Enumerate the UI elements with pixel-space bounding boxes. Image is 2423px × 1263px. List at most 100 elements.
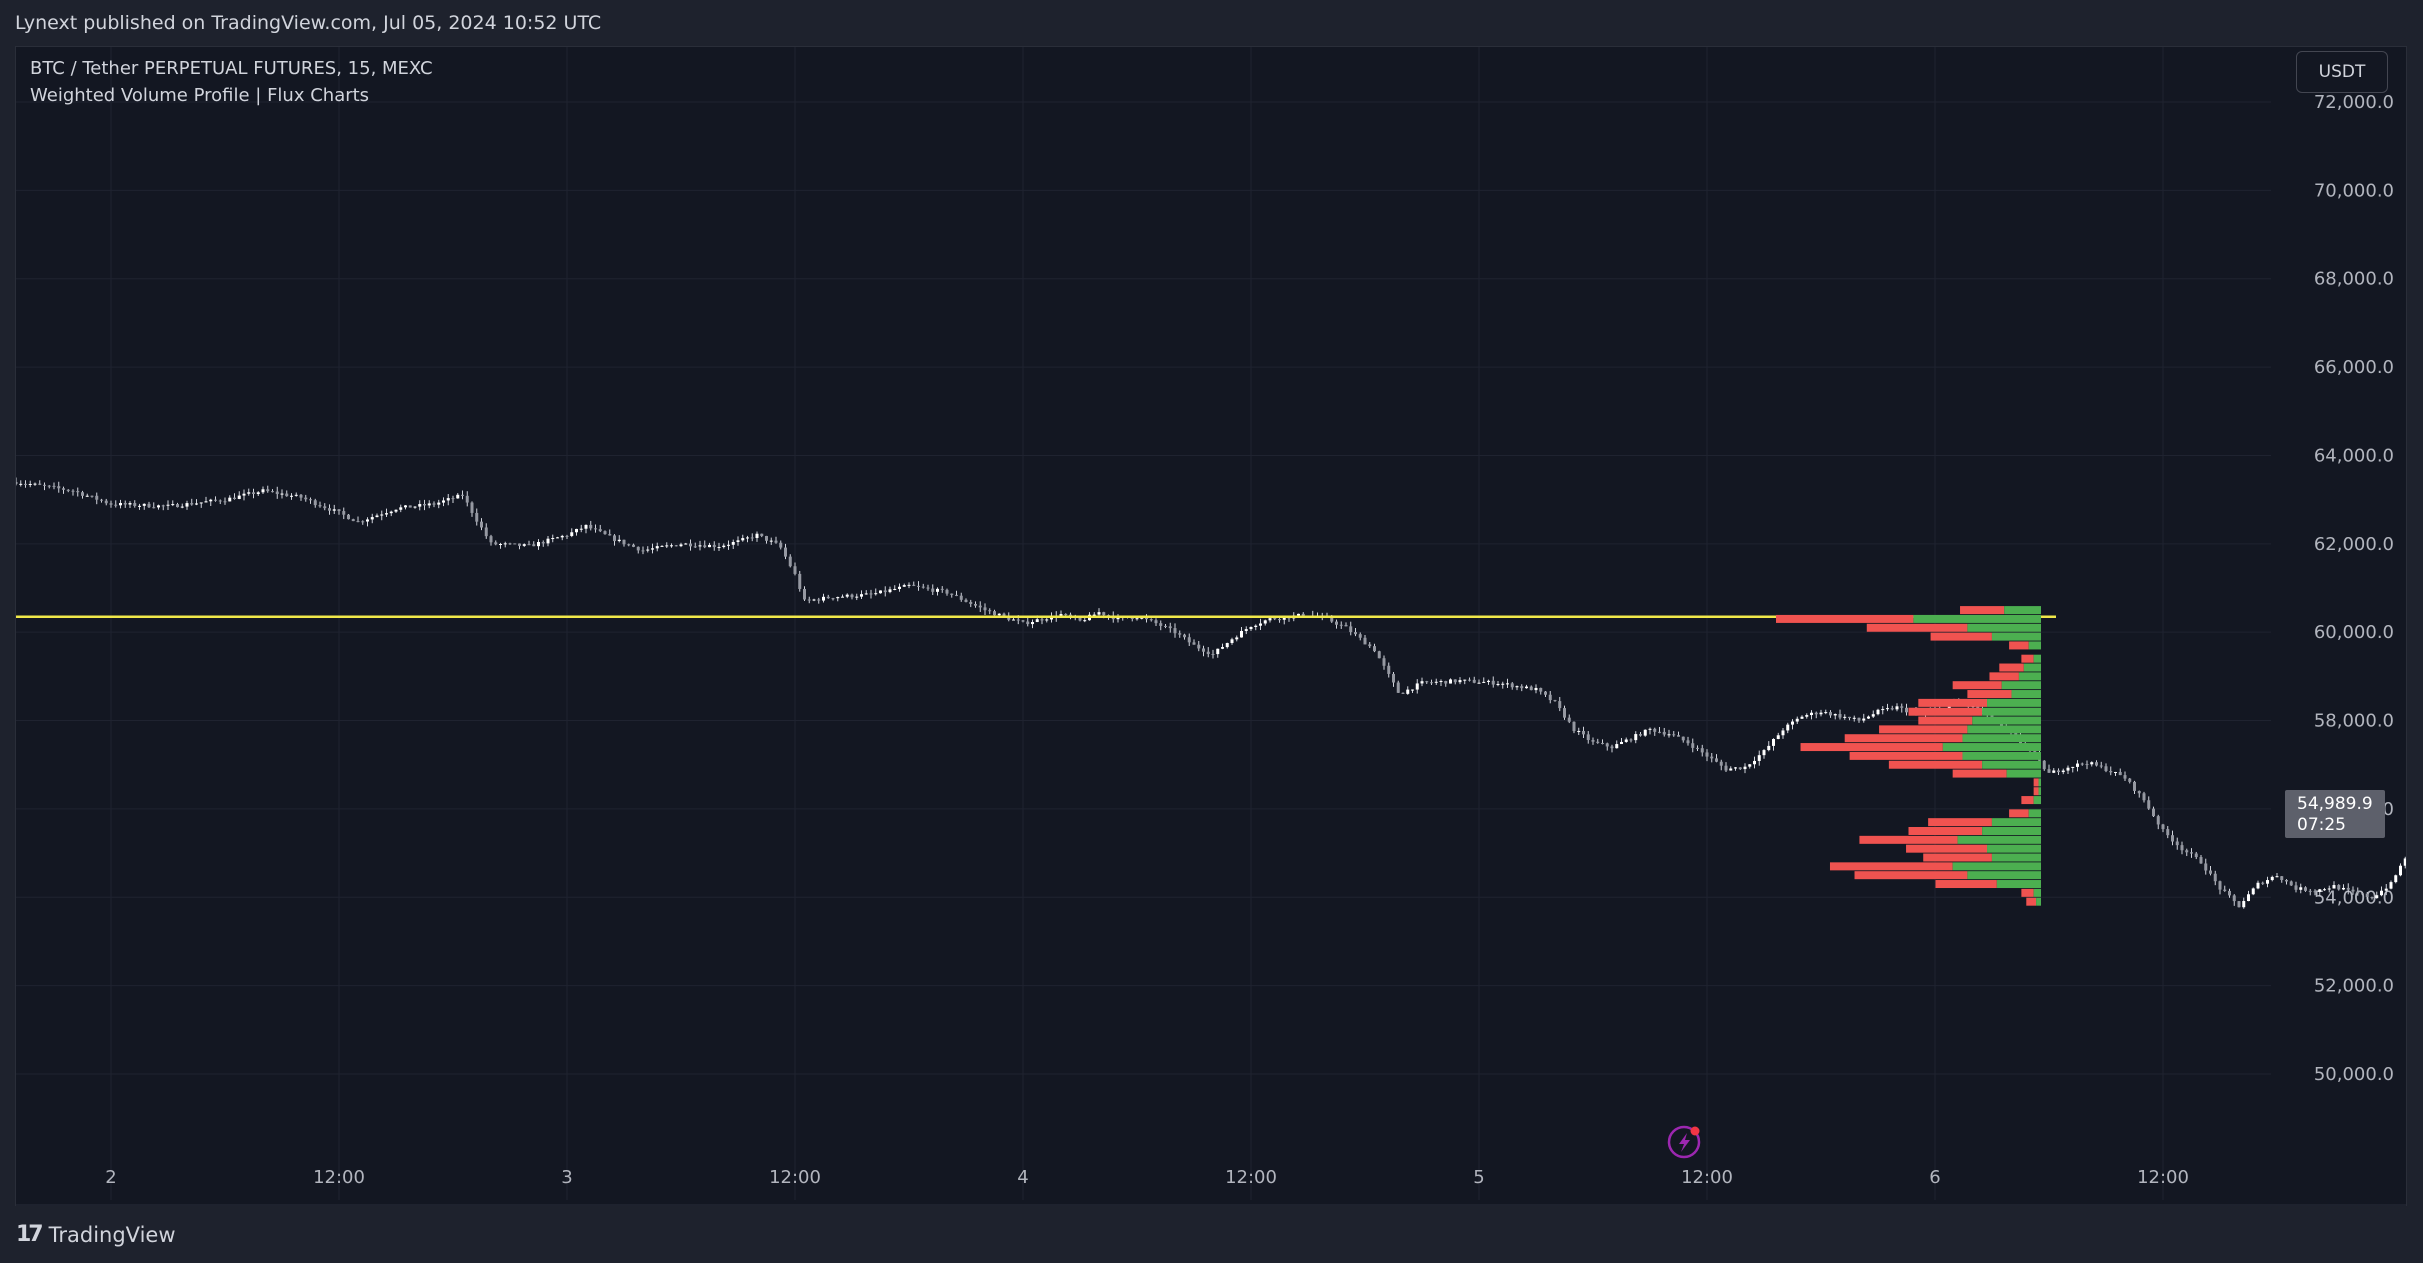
- candle-body: [579, 528, 583, 530]
- volume-bar-buy: [1962, 751, 2041, 760]
- volume-bar-sell: [1844, 734, 1963, 743]
- candle-body: [16, 481, 18, 484]
- candle-body: [2332, 885, 2336, 889]
- candle-body: [2209, 870, 2212, 874]
- candle-body: [2356, 891, 2360, 894]
- candle-body: [584, 524, 588, 529]
- candle-body: [1748, 764, 1752, 767]
- candle-body: [2380, 890, 2383, 896]
- candle-body: [356, 521, 360, 523]
- volume-bar-buy: [2033, 654, 2041, 663]
- candle-body: [1449, 679, 1452, 684]
- candle-body: [2142, 793, 2146, 801]
- volume-bar-buy: [2028, 641, 2041, 650]
- candle-body: [1857, 717, 1861, 721]
- candle-body: [228, 497, 232, 502]
- candle-body: [237, 495, 241, 499]
- candle-body: [1064, 614, 1068, 616]
- candle-body: [2090, 762, 2094, 765]
- volume-bar-sell: [1906, 844, 1988, 853]
- candle-body: [2289, 881, 2293, 886]
- candle-body: [703, 545, 707, 548]
- footer-bar: 17 TradingView: [0, 1206, 2423, 1263]
- candle-body: [366, 519, 369, 522]
- top-bar: Lynext published on TradingView.com, Jul…: [0, 0, 2423, 46]
- candle-body: [2128, 778, 2132, 782]
- candle-body: [1691, 743, 1695, 748]
- candle-body: [1373, 646, 1376, 652]
- candle-body: [855, 596, 859, 598]
- volume-bar-sell: [2033, 778, 2039, 787]
- candle-body: [537, 542, 540, 547]
- candle-body: [2337, 885, 2341, 890]
- candle-body: [1092, 614, 1096, 616]
- candle-body: [1078, 617, 1082, 621]
- candle-body: [912, 584, 916, 586]
- candle-body: [1244, 629, 1248, 631]
- candle-body: [1520, 686, 1524, 689]
- candle-body: [864, 593, 868, 595]
- candle-body: [33, 483, 37, 485]
- candle-body: [784, 547, 787, 557]
- volume-bar-sell: [2009, 641, 2029, 650]
- candle-body: [1563, 708, 1566, 718]
- currency-button[interactable]: USDT: [2296, 51, 2388, 93]
- volume-bar-buy: [1942, 743, 2041, 752]
- candle-body: [750, 537, 754, 539]
- candle-body: [1819, 712, 1823, 715]
- candle-body: [233, 497, 236, 499]
- candle-body: [546, 538, 550, 544]
- candle-body: [470, 502, 474, 513]
- candle-body: [1354, 632, 1357, 635]
- price-chart[interactable]: 72,000.0 70,000.0 68,000.0 66,000.0 64,000.0…: [16, 47, 2406, 1207]
- candle-body: [166, 504, 170, 506]
- candle-body: [484, 527, 488, 537]
- candle-body: [1187, 637, 1191, 643]
- candle-body: [1890, 708, 1894, 710]
- candle-body: [1506, 683, 1509, 685]
- y-tick-label: 54,000.0: [2314, 887, 2394, 908]
- indicator-title[interactable]: Weighted Volume Profile | Flux Charts: [30, 85, 370, 106]
- candle-body: [114, 504, 118, 506]
- candle-body: [1130, 617, 1134, 619]
- volume-bar-buy: [2036, 897, 2041, 906]
- x-tick-label: 2: [105, 1167, 116, 1188]
- tradingview-logo[interactable]: 17 TradingView: [16, 1222, 176, 1247]
- candle-body: [2342, 887, 2345, 890]
- candle-body: [1368, 644, 1372, 647]
- candle-body: [2085, 764, 2089, 766]
- candle-body: [1254, 625, 1258, 628]
- candle-body: [1776, 735, 1780, 740]
- candle-body: [2166, 829, 2170, 836]
- candle-body: [2114, 772, 2117, 774]
- candle-body: [370, 517, 374, 520]
- candle-body: [1715, 758, 1718, 762]
- chart-area[interactable]: 72,000.0 70,000.0 68,000.0 66,000.0 64,000.0…: [15, 46, 2407, 1208]
- symbol-title[interactable]: BTC / Tether PERPETUAL FUTURES, 15, MEXC: [30, 58, 433, 79]
- candle-body: [508, 543, 512, 545]
- candle-body: [731, 542, 735, 545]
- candle-body: [1358, 634, 1362, 638]
- candle-body: [1810, 712, 1813, 716]
- volume-bar-sell: [1908, 827, 1983, 835]
- candle-body: [570, 532, 574, 536]
- candle-body: [247, 492, 251, 494]
- candle-body: [1829, 712, 1832, 716]
- candle-body: [779, 542, 783, 548]
- x-tick-label: 12:00: [1225, 1167, 1277, 1188]
- tradingview-logo-icon: 17: [16, 1222, 44, 1247]
- y-tick-label: 68,000.0: [2314, 269, 2394, 290]
- candle-body: [2137, 790, 2141, 794]
- candle-body: [722, 545, 726, 548]
- candle-body: [299, 494, 303, 498]
- candle-body: [2237, 901, 2241, 908]
- candle-body: [2370, 896, 2374, 899]
- candle-body: [940, 588, 944, 590]
- candle-body: [1168, 626, 1172, 629]
- candle-body: [1149, 619, 1153, 621]
- candle-body: [608, 534, 612, 536]
- candle-body: [1173, 628, 1177, 634]
- candle-body: [1743, 766, 1747, 770]
- volume-bar-sell: [1999, 663, 2024, 672]
- candle-body: [774, 540, 778, 543]
